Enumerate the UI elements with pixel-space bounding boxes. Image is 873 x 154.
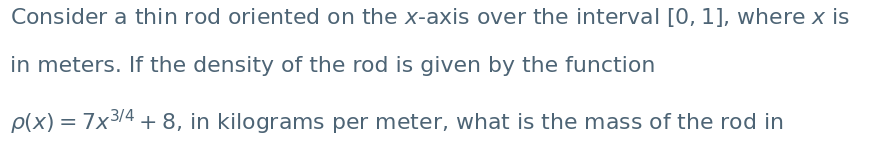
Text: in meters. If the density of the rod is given by the function: in meters. If the density of the rod is … <box>10 56 656 76</box>
Text: Consider a thin rod oriented on the $x$-axis over the interval $[0, 1]$, where $: Consider a thin rod oriented on the $x$-… <box>10 6 850 29</box>
Text: $\rho(x) = 7x^{3/4} + 8$, in kilograms per meter, what is the mass of the rod in: $\rho(x) = 7x^{3/4} + 8$, in kilograms p… <box>10 108 784 137</box>
